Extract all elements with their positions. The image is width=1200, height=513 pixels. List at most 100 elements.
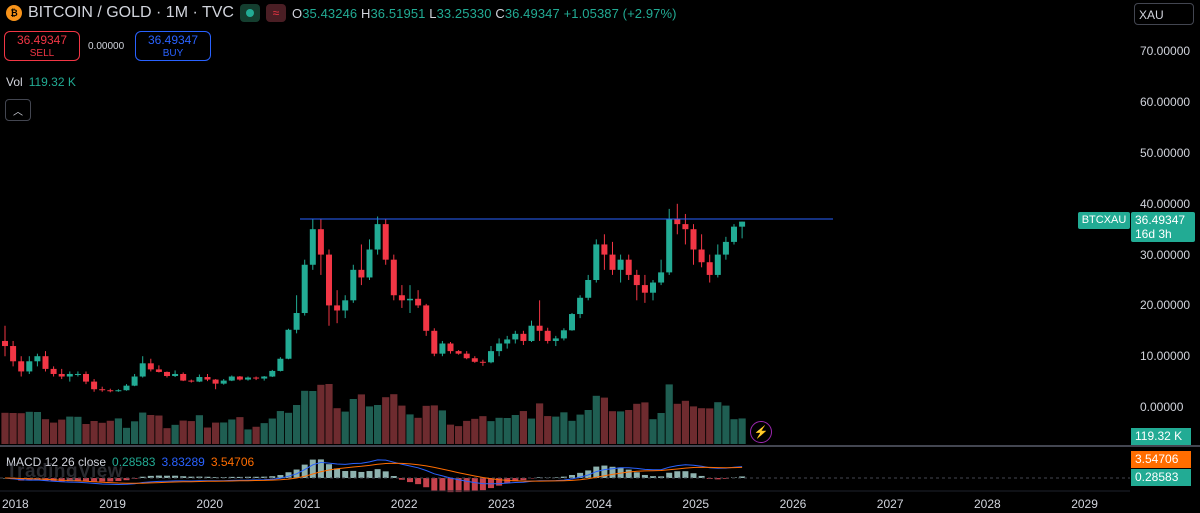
macd-histogram-bar xyxy=(374,469,381,478)
macd-histogram-bar xyxy=(423,478,430,488)
candle-body xyxy=(666,219,673,273)
candle-body xyxy=(601,244,608,255)
candle-body xyxy=(706,262,713,275)
candle-body xyxy=(714,254,721,275)
volume-value: 119.32 K xyxy=(28,75,76,89)
macd-histogram-bar xyxy=(407,478,413,483)
time-tick: 2022 xyxy=(390,497,418,511)
volume-bar xyxy=(633,403,641,444)
volume-bar xyxy=(74,416,82,444)
macd-histogram-bar xyxy=(439,478,446,492)
candle-body xyxy=(536,325,543,331)
volume-bar xyxy=(519,411,527,444)
sell-button[interactable]: 36.49347 SELL xyxy=(4,31,80,61)
volume-bar xyxy=(625,410,633,444)
macd-histogram-bar xyxy=(398,478,405,480)
low-value: 33.25330 xyxy=(436,6,492,21)
macd-histogram-bar xyxy=(552,477,559,478)
wave-icon[interactable]: ≈ xyxy=(265,4,286,22)
time-tick: 2025 xyxy=(682,497,710,511)
volume-bar xyxy=(665,384,673,444)
buy-button[interactable]: 36.49347 BUY xyxy=(135,31,211,61)
candle-body xyxy=(342,300,349,311)
candle-body xyxy=(91,381,98,390)
macd-histogram-bar xyxy=(147,475,154,478)
time-tick: 2028 xyxy=(974,497,1001,511)
macd-histogram-bar xyxy=(277,475,284,478)
symbol-title[interactable]: BITCOIN / GOLD · 1M · TVC xyxy=(28,4,234,21)
candle-body xyxy=(139,363,146,377)
volume-bar xyxy=(471,418,479,444)
macd-legend[interactable]: MACD 12 26 close 0.28583 3.83289 3.54706 xyxy=(6,455,254,469)
bitcoin-logo-icon: ₿ xyxy=(6,5,22,21)
macd-histogram-bar xyxy=(471,478,478,492)
volume-bar xyxy=(333,408,341,444)
volume-bar xyxy=(722,405,730,444)
candle-body xyxy=(674,219,681,225)
candle-body xyxy=(196,377,203,382)
volume-bar xyxy=(203,427,212,444)
volume-bar xyxy=(455,426,463,444)
candle-body xyxy=(609,254,616,270)
candle-body xyxy=(188,380,195,382)
price-tick: 40.00000 xyxy=(1140,196,1191,211)
macd-histogram-bar xyxy=(447,478,454,493)
volume-bar xyxy=(212,422,220,444)
candle-body xyxy=(155,369,162,372)
time-tick: 2024 xyxy=(585,497,612,511)
symbol-header[interactable]: ₿ BITCOIN / GOLD · 1M · TVC ≈ xyxy=(6,4,286,22)
volume-bar xyxy=(293,405,301,444)
macd-histogram-bar xyxy=(698,475,705,478)
volume-bar xyxy=(463,420,471,444)
volume-bar xyxy=(309,391,317,444)
volume-bar xyxy=(430,405,438,444)
candle-body xyxy=(641,285,648,293)
time-tick: 2029 xyxy=(1071,497,1098,511)
ohlc-readout: O35.43246 H36.51951 L33.25330 C36.49347 … xyxy=(292,6,677,21)
time-tick: 2021 xyxy=(293,497,321,511)
candle-body xyxy=(164,371,170,377)
volume-bar xyxy=(560,412,568,444)
candle-body xyxy=(277,358,284,371)
macd-histogram-bar xyxy=(690,473,697,478)
candle-body xyxy=(633,274,640,286)
open-value: 35.43246 xyxy=(302,6,358,21)
live-status-icon[interactable] xyxy=(239,4,260,22)
volume-legend[interactable]: Vol 119.32 K xyxy=(6,75,76,89)
macd-histogram-bar xyxy=(382,471,389,478)
volume-bar xyxy=(438,410,446,444)
candle-body xyxy=(504,339,511,344)
macd-histogram-bar xyxy=(366,471,373,478)
chevron-up-icon[interactable]: ︿ xyxy=(5,99,31,121)
candle-body xyxy=(147,363,154,370)
volume-bar xyxy=(357,394,365,444)
volume-bar xyxy=(592,395,600,444)
currency-button[interactable]: XAU xyxy=(1134,3,1194,25)
volume-bar xyxy=(576,414,584,444)
volume-bar xyxy=(584,410,592,444)
candle-body xyxy=(698,249,705,263)
candle-body xyxy=(471,358,478,362)
candle-body xyxy=(309,229,316,265)
candle-body xyxy=(569,314,575,331)
volume-bar xyxy=(228,419,236,444)
lightning-icon[interactable]: ⚡ xyxy=(750,421,772,443)
volume-bar xyxy=(114,418,122,444)
volume-bar xyxy=(730,419,738,444)
candle-body xyxy=(520,333,527,341)
price-tick: 30.00000 xyxy=(1140,247,1191,262)
candle-body xyxy=(463,353,470,359)
price-tick: 60.00000 xyxy=(1140,95,1191,110)
macd-histogram-bar xyxy=(139,476,146,478)
volume-bar xyxy=(9,413,17,444)
volume-bar xyxy=(58,419,66,444)
candle-body xyxy=(74,373,81,375)
candle-body xyxy=(50,368,57,374)
candle-body xyxy=(26,361,33,372)
candle-body xyxy=(682,224,689,230)
volume-bar xyxy=(374,405,382,444)
candle-body xyxy=(58,373,65,377)
volume-bar xyxy=(325,384,333,444)
candle-body xyxy=(123,385,130,391)
